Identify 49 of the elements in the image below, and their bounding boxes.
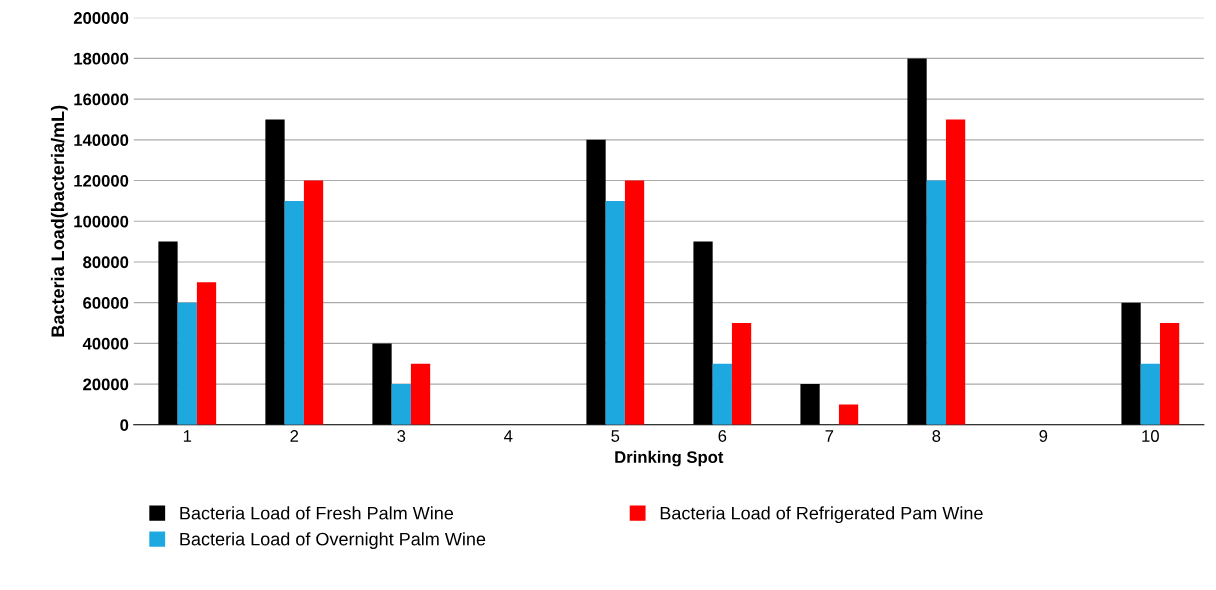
bar: [410, 363, 431, 425]
x-tick-label: 3: [397, 430, 406, 442]
y-tick-label: 140000: [74, 134, 129, 147]
legend-label: Bacteria Load of Refrigerated Pam Wine: [660, 506, 983, 524]
y-tick-label: 20000: [83, 378, 129, 391]
bar: [1159, 323, 1180, 425]
legend-label: Bacteria Load of Fresh Palm Wine: [180, 506, 454, 520]
x-tick-label: 1: [183, 430, 192, 442]
x-tick-label: 8: [932, 430, 941, 442]
bar: [712, 363, 732, 425]
legend-label: Bacteria Load of Overnight Palm Wine: [180, 532, 486, 550]
bar: [731, 323, 752, 425]
bar: [177, 302, 197, 425]
bar: [372, 343, 392, 425]
bar: [907, 58, 927, 425]
bar: [1140, 363, 1160, 425]
bar: [586, 139, 606, 425]
y-tick-label: 0: [120, 419, 129, 431]
x-tick-label: 2: [290, 430, 299, 442]
y-tick-label: 40000: [82, 337, 129, 350]
bar: [800, 384, 820, 425]
y-tick-label: 160000: [74, 93, 129, 106]
x-tick-label: 4: [504, 430, 513, 442]
bar: [265, 119, 285, 425]
bar: [624, 180, 645, 425]
y-tick-label: 200000: [73, 12, 129, 24]
bar: [284, 200, 304, 425]
x-tick-label: 6: [718, 430, 727, 442]
bar: [1121, 302, 1141, 425]
y-tick-label: 100000: [74, 215, 129, 228]
x-tick-label: 10: [1142, 430, 1159, 442]
x-tick-label: 7: [825, 430, 834, 442]
y-tick-label: 80000: [83, 256, 129, 269]
y-tick-label: 60000: [83, 297, 129, 309]
bar: [926, 180, 946, 425]
bar: [945, 119, 966, 425]
bar: [391, 384, 411, 425]
x-axis-title: Drinking Spot: [615, 450, 724, 467]
bar: [158, 241, 178, 425]
bar: [303, 180, 324, 425]
bar: [693, 241, 713, 425]
x-tick-label: 5: [611, 430, 620, 442]
bar: [838, 404, 859, 425]
x-tick-label: 9: [1039, 430, 1048, 442]
y-axis-title: Bacteria Load(bacteria/mL): [50, 105, 68, 337]
bar: [196, 282, 217, 425]
bar: [605, 200, 625, 425]
y-tick-label: 120000: [74, 174, 129, 187]
y-tick-label: 180000: [74, 52, 129, 65]
